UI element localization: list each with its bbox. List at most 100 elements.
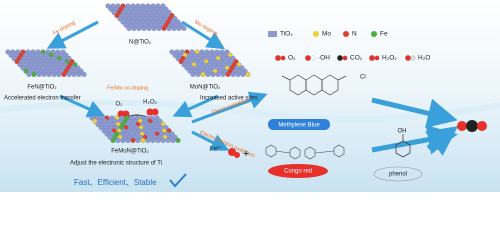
lattice-atom xyxy=(110,137,116,143)
node-caption: Increased active sites xyxy=(200,96,258,102)
lattice-atom xyxy=(51,71,57,77)
lattice-atom xyxy=(120,137,126,143)
atom xyxy=(234,152,240,158)
lattice-atom xyxy=(130,137,136,143)
lattice-atom xyxy=(111,9,117,15)
lattice-atom xyxy=(225,71,231,77)
lattice-atom xyxy=(140,137,146,143)
lattice-atom xyxy=(126,25,132,31)
lattice-atom xyxy=(161,25,167,31)
legend-swatch xyxy=(371,31,377,37)
legend-label: ·OH xyxy=(318,55,330,62)
atom xyxy=(228,148,236,156)
species-label: H₂O₂ xyxy=(143,100,157,106)
lattice-atom xyxy=(123,22,129,28)
lattice-atom xyxy=(115,137,121,143)
lattice-atom xyxy=(178,59,184,65)
legend-swatch xyxy=(343,31,349,37)
lattice-atom xyxy=(170,137,176,143)
diagram: Fe doping Mo doping Fe/Mo co-doping Dire… xyxy=(0,0,500,192)
lattice-atom xyxy=(26,71,32,77)
legend-swatch xyxy=(405,55,411,61)
lattice-atom xyxy=(95,121,101,127)
lattice-atom xyxy=(175,55,181,61)
lattice-atom xyxy=(156,25,162,31)
atom xyxy=(457,121,467,131)
lattice-atom xyxy=(31,71,37,77)
pollutant-label: Congo red xyxy=(284,169,312,175)
arrow xyxy=(191,91,268,124)
lattice-atom xyxy=(146,25,152,31)
lattice-atom xyxy=(155,137,161,143)
lattice-atom xyxy=(41,71,47,77)
legend-label: Mo xyxy=(322,31,331,38)
lattice-atom xyxy=(98,125,104,131)
plus-sign: + xyxy=(243,148,249,160)
legend-swatch xyxy=(310,55,316,61)
lattice-atom xyxy=(125,137,131,143)
lattice-atom xyxy=(8,52,14,58)
lattice-atom xyxy=(230,71,236,77)
lattice-atom xyxy=(215,71,221,77)
arrow xyxy=(59,94,106,118)
legend-swatch xyxy=(369,55,375,61)
lattice-atom xyxy=(135,137,141,143)
lattice-atom xyxy=(76,71,82,77)
atom xyxy=(146,108,154,116)
lattice-atom xyxy=(165,137,171,143)
lattice-atom xyxy=(205,71,211,77)
checkmark xyxy=(169,173,187,188)
lattice-atom xyxy=(66,71,72,77)
lattice-atom xyxy=(71,71,77,77)
lattice-atom xyxy=(81,71,87,77)
atom xyxy=(466,120,478,132)
legend-swatch xyxy=(374,55,380,61)
lattice-atom xyxy=(166,25,172,31)
lattice-atom xyxy=(195,71,201,77)
lattice-atom xyxy=(89,115,95,121)
footer: Fast、Efficient、Stable xyxy=(74,178,157,187)
lattice-atom xyxy=(61,71,67,77)
legend-label: H₂O xyxy=(418,55,430,62)
node-caption: Adjust the electronic structure of Ti xyxy=(70,161,162,167)
lattice-atom xyxy=(104,131,110,137)
legend-swatch xyxy=(313,31,319,37)
legend-swatch xyxy=(280,55,286,61)
lattice-atom xyxy=(181,62,187,68)
lattice-atom xyxy=(108,6,114,12)
arrow xyxy=(371,97,458,128)
lattice-atom xyxy=(184,65,190,71)
label-box xyxy=(268,119,330,130)
lattice-atom xyxy=(36,71,42,77)
legend-swatch xyxy=(410,55,416,61)
lattice-atom xyxy=(5,49,11,55)
arrow xyxy=(191,130,230,151)
legend-label: TiO₂ xyxy=(280,31,293,38)
legend-swatch xyxy=(275,55,281,61)
lattice-atom xyxy=(107,134,113,140)
lattice-atom xyxy=(151,25,157,31)
lattice-atom xyxy=(169,49,175,55)
molecule-label: OH xyxy=(398,129,407,135)
lattice-atom xyxy=(160,137,166,143)
atom xyxy=(477,121,487,131)
lattice-atom xyxy=(187,68,193,74)
arrow xyxy=(425,126,459,156)
page: Fe doping Mo doping Fe/Mo co-doping Dire… xyxy=(0,0,500,192)
lattice-atom xyxy=(136,25,142,31)
atom xyxy=(151,108,159,116)
node-label: FeMoN@TiO₂ xyxy=(111,149,149,155)
species-label: O₂ xyxy=(116,102,124,108)
lattice-atom xyxy=(141,25,147,31)
lattice-atom xyxy=(200,71,206,77)
lattice-atom xyxy=(17,62,23,68)
lattice-atom xyxy=(235,71,241,77)
lattice-atom xyxy=(11,55,17,61)
label-box xyxy=(373,166,423,182)
pollutant-label: phenol xyxy=(389,172,407,178)
arrow xyxy=(172,94,219,118)
lattice-atom xyxy=(120,19,126,25)
label-box xyxy=(268,164,328,178)
legend-label: O₂ xyxy=(288,55,296,62)
molecule-label: Cl xyxy=(360,75,366,81)
